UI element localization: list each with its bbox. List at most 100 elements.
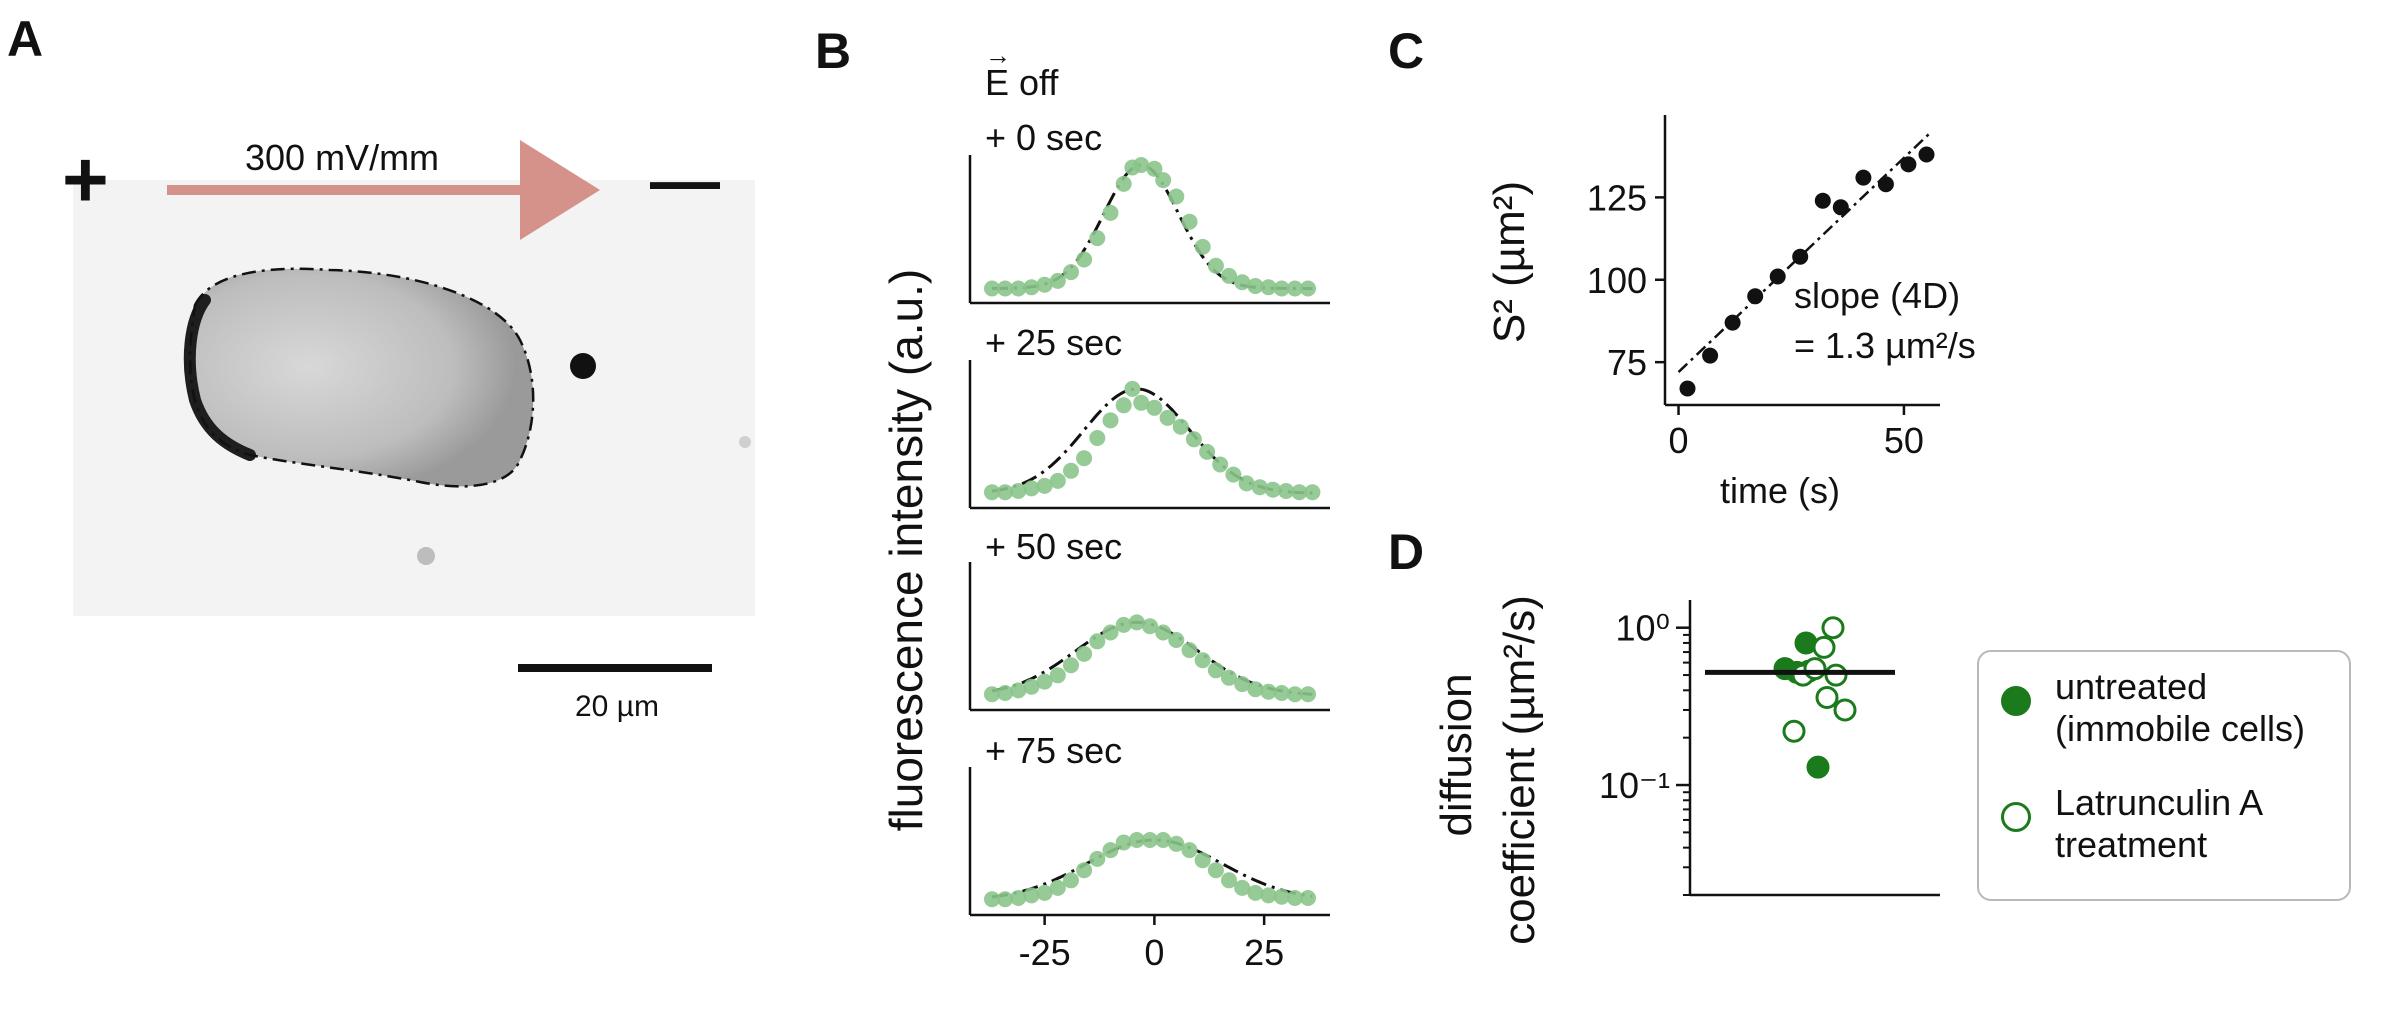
legend-marker-open	[2001, 802, 2031, 832]
b-point-3-21	[1260, 887, 1277, 904]
b-point-0-1	[997, 280, 1014, 297]
b-point-2-10	[1115, 616, 1132, 633]
panel-d-plot: 10⁻¹ 10⁰	[1599, 600, 1940, 897]
b-point-1-23	[1278, 483, 1295, 499]
b-point-2-21	[1260, 683, 1277, 700]
b-point-2-13	[1155, 624, 1172, 641]
b-point-0-15	[1168, 188, 1185, 205]
b-point-0-2	[1010, 280, 1027, 297]
b-point-3-19	[1234, 879, 1251, 896]
c-xlabel: time (s)	[1720, 470, 1840, 511]
panel-label-c: C	[1388, 23, 1425, 79]
c-fit-line	[1677, 131, 1932, 373]
b-point-1-12	[1133, 394, 1150, 411]
b-point-3-12	[1142, 832, 1158, 848]
b-point-0-0	[984, 280, 1000, 297]
b-point-2-5	[1049, 667, 1066, 684]
legend-box: untreated (immobile cells) Latrunculin A…	[1977, 650, 2351, 901]
b-point-3-0	[984, 891, 1000, 908]
d-ylabel-line2: coefficient (µm²/s)	[1495, 595, 1544, 945]
legend-label-latrunculin: Latrunculin A treatment	[2055, 782, 2264, 865]
subplot-label-0: + 0 sec	[985, 117, 1103, 158]
c-ylabel: S² (µm²)	[1485, 180, 1534, 344]
b-point-0-22	[1260, 279, 1277, 296]
b-point-0-23	[1273, 280, 1290, 297]
b-point-2-6	[1063, 657, 1079, 674]
b-point-2-18	[1221, 669, 1237, 686]
e-vector-arrow: →	[985, 40, 1011, 70]
b-point-0-25	[1300, 280, 1316, 297]
b-point-0-3	[1023, 279, 1040, 296]
c-point-11	[1918, 146, 1935, 163]
b-point-2-20	[1247, 681, 1264, 698]
panel-label-b: B	[815, 23, 852, 79]
minus-electrode: —	[650, 141, 720, 219]
panel-label-d: D	[1388, 524, 1425, 580]
b-point-0-4	[1036, 276, 1053, 293]
b-point-2-15	[1181, 642, 1198, 659]
b-point-1-1	[997, 484, 1014, 501]
b-point-3-18	[1221, 872, 1237, 889]
cell-outline	[188, 267, 535, 488]
d-point-1-3	[1815, 686, 1839, 709]
b-point-2-3	[1023, 678, 1040, 695]
c-point-4	[1769, 268, 1786, 285]
b-point-2-1	[997, 685, 1014, 701]
b-point-1-10	[1115, 397, 1132, 414]
b-point-1-24	[1291, 484, 1308, 501]
c-slope-annotation-1: slope (4D)	[1794, 275, 1961, 316]
cell-body	[187, 268, 534, 487]
b-point-0-5	[1049, 272, 1066, 289]
panel-a	[73, 140, 755, 672]
b-point-0-19	[1221, 267, 1237, 284]
b-fit-curve-3	[991, 838, 1313, 899]
legend-label-untreated: untreated (immobile cells)	[2055, 666, 2306, 749]
b-point-0-6	[1063, 264, 1079, 281]
debris-spot	[570, 353, 596, 379]
c-point-9	[1877, 176, 1894, 193]
b-point-2-8	[1089, 633, 1106, 650]
b-point-1-14	[1159, 409, 1176, 426]
d-point-1-7	[1824, 663, 1848, 687]
b-point-3-24	[1300, 890, 1316, 906]
b-point-1-8	[1089, 430, 1106, 446]
c-slope-annotation-2: = 1.3 µm²/s	[1794, 325, 1976, 366]
b-point-2-2	[1010, 682, 1027, 699]
b-point-1-9	[1102, 412, 1119, 429]
b-point-0-16	[1181, 213, 1198, 230]
b-xtick-label-0: -25	[1019, 932, 1071, 973]
field-strength-label: 300 mV/mm	[245, 137, 440, 178]
c-ytick-label-1: 100	[1587, 260, 1647, 301]
b-point-3-10	[1115, 834, 1132, 851]
b-fit-curve-0	[992, 163, 1313, 290]
b-point-2-16	[1194, 652, 1211, 669]
b-point-2-9	[1102, 624, 1119, 641]
b-point-1-2	[1010, 483, 1027, 499]
b-point-1-13	[1146, 399, 1163, 416]
subplot-label-2: + 50 sec	[985, 526, 1123, 567]
b-point-0-7	[1076, 251, 1093, 268]
b-point-1-3	[1023, 480, 1040, 497]
b-point-3-23	[1286, 890, 1303, 906]
c-xtick-label-0: 0	[1669, 420, 1689, 461]
debris-spot-faint	[739, 436, 751, 448]
b-point-1-0	[984, 484, 1000, 501]
b-ylabel: fluorescence intensity (a.u.)	[880, 268, 932, 832]
legend-marker-filled	[2001, 686, 2031, 716]
b-point-3-17	[1207, 862, 1224, 879]
b-point-3-3	[1023, 887, 1040, 904]
b-point-0-8	[1089, 230, 1106, 247]
b-point-2-24	[1300, 686, 1316, 703]
c-point-5	[1792, 248, 1809, 265]
b-point-0-13	[1146, 160, 1163, 177]
panel-c-plot: 75 100 125 0 50	[1587, 115, 1940, 461]
b-point-1-7	[1076, 450, 1093, 467]
b-point-1-20	[1238, 475, 1255, 492]
c-point-2	[1724, 314, 1741, 331]
c-point-1	[1702, 347, 1719, 364]
subplot-label-3: + 75 sec	[985, 730, 1123, 771]
b-point-2-11	[1128, 614, 1145, 631]
c-ytick-label-0: 75	[1607, 342, 1647, 383]
b-point-3-6	[1063, 872, 1079, 889]
